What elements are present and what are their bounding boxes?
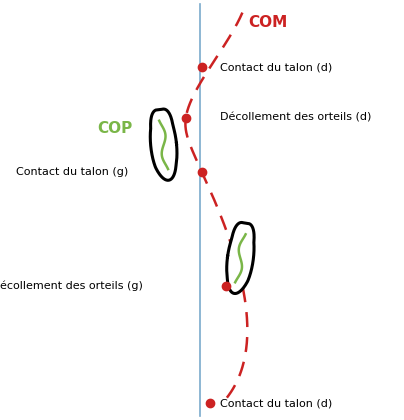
Text: écollement des orteils (g): écollement des orteils (g) xyxy=(0,281,143,291)
Text: Contact du talon (d): Contact du talon (d) xyxy=(220,398,332,408)
Text: Contact du talon (d): Contact du talon (d) xyxy=(220,62,332,72)
Text: COP: COP xyxy=(97,121,132,136)
Text: COM: COM xyxy=(248,15,288,30)
Text: Décollement des orteils (d): Décollement des orteils (d) xyxy=(220,113,372,123)
Text: Contact du talon (g): Contact du talon (g) xyxy=(16,167,128,177)
Polygon shape xyxy=(150,109,177,180)
Polygon shape xyxy=(227,223,254,294)
